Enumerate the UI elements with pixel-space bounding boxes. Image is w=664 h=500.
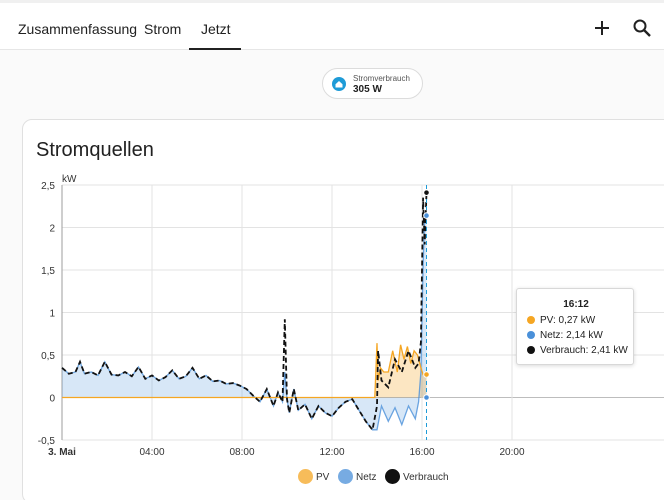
top-bar: Zusammenfassung Strom Jetzt <box>0 0 664 50</box>
chart-tooltip: 16:12 PV: 0,27 kW Netz: 2,14 kW Verbrauc… <box>516 288 634 365</box>
legend-item-verbrauch[interactable]: Verbrauch <box>385 469 449 484</box>
badge-label: Stromverbrauch <box>353 74 410 83</box>
series-line-pv <box>62 343 427 399</box>
tab-jetzt[interactable]: Jetzt <box>201 21 231 37</box>
legend-item-pv[interactable]: PV <box>298 469 329 484</box>
search-icon[interactable] <box>631 17 653 39</box>
tooltip-text-netz: Netz: 2,14 kW <box>540 330 603 341</box>
x-tick-label: 12:00 <box>319 447 344 458</box>
badge-value: 305 W <box>353 84 382 95</box>
y-tick-label: 1,5 <box>41 266 55 277</box>
tooltip-text-verbrauch: Verbrauch: 2,41 kW <box>540 345 628 356</box>
y-tick-label: 2 <box>49 224 55 235</box>
tooltip-text-pv: PV: 0,27 kW <box>540 315 596 326</box>
y-tick-label: -0,5 <box>38 436 56 447</box>
y-tick-label: 1 <box>49 309 55 320</box>
y-tick-label: 0,5 <box>41 351 55 362</box>
tooltip-dot-netz <box>527 331 535 339</box>
legend-item-netz[interactable]: Netz <box>338 469 377 484</box>
tooltip-row-verbrauch: Verbrauch: 2,41 kW <box>527 345 628 356</box>
tooltip-row-netz: Netz: 2,14 kW <box>527 330 603 341</box>
cursor-marker-netz <box>423 212 430 219</box>
active-tab-indicator <box>189 48 241 50</box>
x-tick-label: 3. Mai <box>48 447 76 458</box>
cursor-marker-zero <box>423 394 430 401</box>
tooltip-row-pv: PV: 0,27 kW <box>527 315 595 326</box>
legend-dot-netz <box>338 469 353 484</box>
tab-zusammenfassung[interactable]: Zusammenfassung <box>18 21 138 37</box>
legend-label-netz: Netz <box>356 472 377 483</box>
cursor-marker-verbrauch <box>423 189 430 196</box>
home-icon <box>332 77 346 91</box>
legend-label-verbrauch: Verbrauch <box>403 472 449 483</box>
series-line-verbrauch <box>61 192 428 432</box>
legend-dot-pv <box>298 469 313 484</box>
card-title: Stromquellen <box>36 139 154 161</box>
tooltip-dot-pv <box>527 316 535 324</box>
tooltip-time: 16:12 <box>563 299 589 310</box>
series-area-pv <box>62 343 427 398</box>
x-tick-label: 16:00 <box>409 447 434 458</box>
cursor-marker-pv <box>423 371 430 378</box>
tab-strom[interactable]: Strom <box>144 21 182 37</box>
y-tick-label: 2,5 <box>41 181 55 192</box>
x-tick-label: 04:00 <box>139 447 164 458</box>
tooltip-dot-verbrauch <box>527 346 535 354</box>
y-tick-label: 0 <box>49 394 55 405</box>
power-consumption-badge[interactable]: Stromverbrauch 305 W <box>322 68 423 99</box>
legend-label-pv: PV <box>316 472 330 483</box>
x-tick-label: 20:00 <box>499 447 524 458</box>
x-tick-label: 08:00 <box>229 447 254 458</box>
plus-icon[interactable] <box>591 17 613 39</box>
y-axis-label: kW <box>62 174 77 185</box>
legend-dot-verbrauch <box>385 469 400 484</box>
